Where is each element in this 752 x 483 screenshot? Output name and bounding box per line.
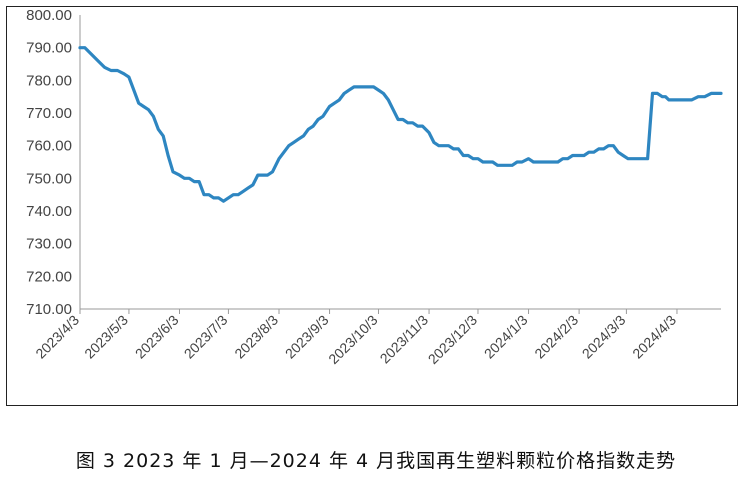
x-tick-label: 2023/9/3 — [282, 312, 332, 362]
y-tick-label: 720.00 — [26, 268, 72, 285]
x-tick-label: 2023/12/3 — [425, 312, 481, 368]
x-tick-label: 2023/5/3 — [81, 312, 131, 362]
chart-svg: 710.00 720.00 730.00 740.00 750.00 760.00 770.… — [26, 7, 723, 367]
y-tick-label: 780.00 — [26, 72, 72, 89]
x-tick-label: 2024/1/3 — [481, 312, 531, 362]
series-line — [78, 46, 723, 203]
y-tick-label: 710.00 — [26, 301, 72, 318]
axes — [79, 15, 721, 310]
x-tick-label: 2023/7/3 — [181, 312, 231, 362]
chart-frame: 710.00 720.00 730.00 740.00 750.00 760.00 770.… — [6, 6, 738, 406]
x-tick-label: 2023/4/3 — [32, 312, 82, 362]
x-tick-label: 2024/4/3 — [629, 312, 679, 362]
y-tick-label: 750.00 — [26, 170, 72, 187]
y-axis-ticks: 710.00 720.00 730.00 740.00 750.00 760.00 770.… — [26, 7, 72, 318]
x-tick-label: 2023/11/3 — [377, 312, 432, 367]
y-tick-label: 790.00 — [26, 40, 72, 57]
x-tick-label: 2023/8/3 — [231, 312, 281, 362]
y-tick-label: 800.00 — [26, 7, 72, 24]
x-tick-label: 2024/2/3 — [531, 312, 581, 362]
x-axis-ticks: 2023/4/3 2023/5/3 2023/6/3 2023/7/3 2023/8/3… — [32, 309, 679, 367]
x-tick-label: 2023/6/3 — [132, 312, 182, 362]
figure-caption: 图 3 2023 年 1 月—2024 年 4 月我国再生塑料颗粒价格指数走势 — [75, 450, 677, 472]
y-tick-label: 770.00 — [26, 105, 72, 122]
y-tick-label: 730.00 — [26, 236, 72, 253]
x-tick-label: 2023/10/3 — [325, 312, 381, 368]
series-layer — [78, 46, 723, 203]
x-tick-label: 2024/3/3 — [579, 312, 629, 362]
y-tick-label: 740.00 — [26, 203, 72, 220]
y-tick-label: 760.00 — [26, 138, 72, 155]
